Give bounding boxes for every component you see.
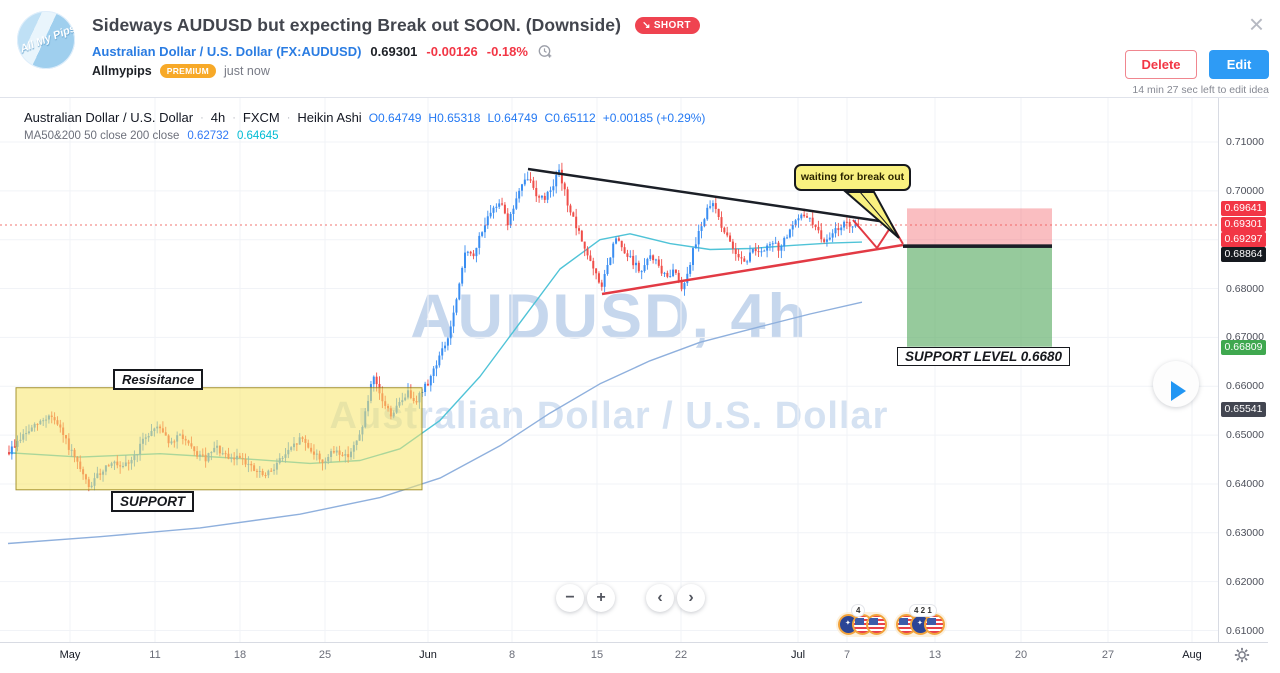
time-tick-label: 7 [843,649,851,661]
create-alert-icon[interactable] [537,43,553,59]
price-tick-label: 0.62000 [1226,575,1264,588]
price-tick-label: 0.64000 [1226,477,1264,490]
price-tick-label: 0.61000 [1226,624,1264,637]
price-tick-label: 0.70000 [1226,184,1264,197]
short-arrow-icon: ↘ [642,20,651,31]
delete-button[interactable]: Delete [1125,50,1197,79]
us-flag-icon [924,614,945,635]
time-tick-label: 20 [1014,649,1028,661]
price-badge: 0.66809 [1221,339,1266,355]
chart-panel: AUDUSD, 4h Australian Dollar / U.S. Doll… [0,97,1268,668]
price-badge: 0.69301 [1221,216,1266,232]
legend-chart-style: Heikin Ashi [297,110,362,125]
emoji-reactions[interactable]: 4 4 2 1 [836,605,947,637]
support-label[interactable]: SUPPORT [111,491,195,512]
price-tick-label: 0.66000 [1226,380,1264,393]
reaction-group-1[interactable]: 4 [836,605,889,637]
last-price: 0.69301 [370,43,418,59]
play-icon [1171,380,1186,401]
axis-separator [1218,98,1219,668]
play-replay-button[interactable] [1153,361,1199,407]
zoom-out-button[interactable]: − [556,584,584,612]
zoom-in-button[interactable]: + [587,584,615,612]
price-change-percent: -0.18% [486,43,528,59]
price-tick-label: 0.63000 [1226,526,1264,539]
time-tick-label: Jul [790,649,806,661]
price-tick-label: 0.65000 [1226,429,1264,442]
support-level-label[interactable]: SUPPORT LEVEL 0.6680 [897,347,1071,366]
legend-close: C0.65112 [544,110,596,125]
symbol-link[interactable]: Australian Dollar / U.S. Dollar (FX:AUDU… [92,43,362,59]
time-tick-label: 8 [508,649,516,661]
time-tick-label: 25 [318,649,332,661]
price-change: -0.00126 [426,43,478,59]
premium-badge: PREMIUM [159,64,216,78]
legend-change: +0.00185 (+0.29%) [602,110,706,125]
price-badge: 0.68864 [1221,246,1266,262]
price-badge: 0.69641 [1221,200,1266,216]
reaction-count-badge: 4 2 1 [910,605,936,616]
short-direction-badge: ↘ SHORT [635,17,700,34]
legend-open: O0.64749 [368,110,422,125]
callout-breakout-label[interactable]: waiting for break out [794,164,911,191]
price-badge: 0.69297 [1221,231,1266,247]
scroll-right-button[interactable]: › [677,584,705,612]
time-axis[interactable]: May 11 18 25 Jun 8 15 22 Jul 7 13 20 27 Aug [0,642,1268,668]
time-tick-label: Aug [1182,649,1202,661]
author-name[interactable]: Allmypips [92,64,152,78]
time-tick-label: 13 [928,649,942,661]
time-tick-label: 18 [233,649,247,661]
time-tick-label: 22 [674,649,688,661]
legend-interval: 4h [210,110,226,125]
nav-spacer [618,584,643,612]
chart-legend: Australian Dollar / U.S. Dollar · 4h · F… [24,110,706,125]
price-axis[interactable]: 0.71000 0.70000 0.68000 0.67000 0.66000 0.650… [1219,98,1268,642]
time-tick-label: May [59,649,81,661]
avatar-text: All My Pips [18,22,75,56]
legend-exchange: FXCM [242,110,280,125]
us-flag-icon [866,614,887,635]
price-badge: 0.65541 [1221,401,1266,417]
ma50-value: 0.62732 [187,130,229,142]
reaction-count-badge: 4 [852,605,865,616]
legend-high: H0.65318 [428,110,481,125]
resistance-label[interactable]: Resisitance [113,369,204,390]
idea-title: Sideways AUDUSD but expecting Break out … [92,15,622,35]
posted-time: just now [224,64,270,78]
price-tick-label: 0.71000 [1226,136,1264,148]
edit-button[interactable]: Edit [1209,50,1269,79]
author-avatar[interactable]: All My Pips [17,11,75,69]
axis-settings-gear-icon[interactable] [1233,646,1251,664]
reaction-group-2[interactable]: 4 2 1 [894,605,947,637]
ma-legend: MA50&200 50 close 200 close 0.62732 0.64… [24,130,279,142]
time-tick-label: 15 [590,649,604,661]
time-tick-label: Jun [419,649,437,661]
scroll-left-button[interactable]: ‹ [646,584,674,612]
legend-low: L0.64749 [487,110,538,125]
idea-header: All My Pips Sideways AUDUSD but expectin… [0,0,1280,97]
ma200-value: 0.64645 [236,130,279,142]
ma-label: MA50&200 50 close 200 close [24,130,180,142]
time-tick-label: 27 [1101,649,1115,661]
time-tick-label: 11 [149,649,161,661]
legend-symbol[interactable]: Australian Dollar / U.S. Dollar [24,110,194,125]
edit-countdown: 14 min 27 sec left to edit idea [1132,84,1269,96]
close-icon[interactable]: × [1248,9,1264,39]
price-tick-label: 0.68000 [1226,282,1264,295]
short-label: SHORT [653,20,691,31]
